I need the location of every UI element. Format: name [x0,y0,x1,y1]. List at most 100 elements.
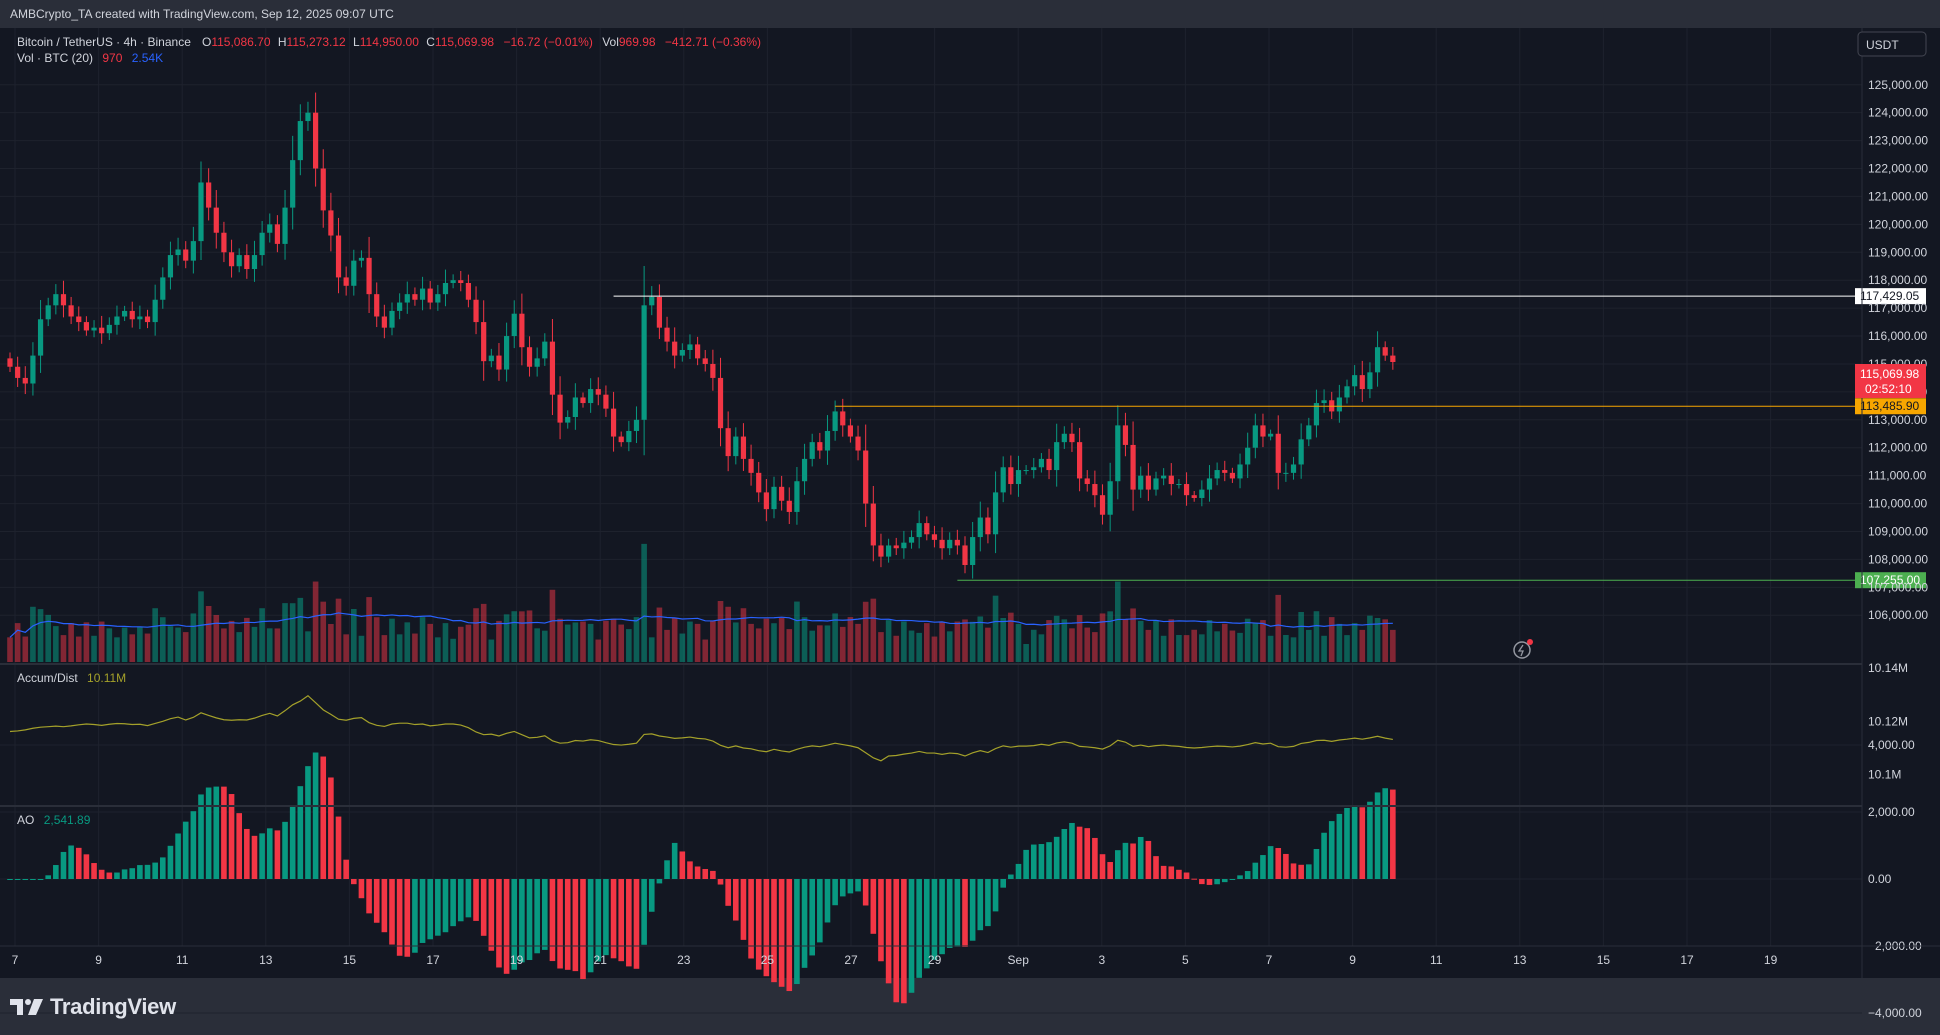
currency-button[interactable] [1857,31,1927,57]
tradingview-logo[interactable]: TradingView [10,993,176,1020]
ao-tick-label: 4,000.00 [1868,738,1915,752]
volume-bar [710,620,716,662]
candle-body [1214,470,1220,479]
candle-body [442,282,449,295]
candles [7,92,1396,579]
volume-bar [549,589,556,662]
ao-bar [175,833,181,879]
level-price-label: 117,429.05 [1860,289,1919,303]
candle-body [1176,484,1182,486]
candle-body [37,319,44,356]
candle-body [129,310,135,320]
candle-body [779,486,785,501]
volume-bar [862,601,869,662]
volume-bar [1237,632,1243,662]
volume-bar [91,635,97,662]
ao-bar [817,879,823,943]
ao-bar [1206,879,1213,885]
volume-bar [1153,620,1159,662]
candle-body [1199,489,1205,498]
candle-body [649,296,655,306]
candle-body [633,419,640,431]
candle-body [771,486,777,510]
candle-body [259,232,265,256]
ao-bar [1107,862,1113,879]
volume-bar [1092,632,1098,662]
volume-bar [328,624,334,662]
candle-body [610,408,617,437]
ao-bar [259,833,265,879]
volume-bar [908,630,915,662]
candle-body [236,255,242,267]
candle-body [855,436,861,451]
candle-body [175,249,181,256]
ao-bar [962,879,968,948]
time-tick-label: 5 [1182,953,1189,967]
candle-body [863,450,869,504]
volume-bar [7,637,13,662]
ao-bar [893,879,900,1003]
candle-body [1245,447,1251,465]
candle-body [809,442,815,459]
ao-bar [1145,840,1152,879]
candle-body [221,232,227,253]
ao-bar [1252,862,1259,879]
candle-body [1107,481,1113,515]
volume-bar [266,628,273,662]
volume-bar [603,620,609,662]
ao-bar [1199,879,1205,885]
candle-body [335,235,342,278]
volume-bar [885,620,892,662]
volume-bar [373,617,380,662]
ao-bar [985,879,991,927]
candle-body [488,355,494,362]
ao-bar [427,879,433,940]
legend-volume[interactable]: Vol · BTC (20) 970 2.54K [17,51,163,65]
horizontal-levels[interactable]: 117,429.05 113,485.90 107,255.00 [613,288,1926,589]
ao-bar [885,879,892,984]
candle-body [1268,433,1274,437]
ao-bar [450,879,456,927]
candle-body [886,545,892,557]
ao-bar [129,868,136,879]
time-tick-label: 9 [1349,953,1356,967]
candle-body [389,310,395,328]
legend-accum-dist[interactable]: Accum/Dist 10.11M [17,671,126,685]
ao-bar [1313,848,1320,879]
ao-bar [297,786,304,879]
ao-bar [1267,846,1274,879]
candle-body [1061,433,1067,443]
volume-bar [37,609,44,662]
candle-body [213,207,219,233]
candle-body [977,517,983,538]
legend-ao[interactable]: AO 2,541.89 [17,813,91,827]
candle-body [15,366,21,378]
ao-bar [366,879,372,914]
ao-bar [901,879,907,1004]
volume-bar [679,633,686,662]
legend-symbol[interactable]: Bitcoin / TetherUS · 4h · Binance [17,35,191,49]
price-tick-label: 110,000.00 [1868,497,1927,511]
ao-bar [664,860,670,879]
ao-bar [328,777,334,879]
candle-body [244,255,250,270]
candle-body [427,288,433,303]
volume-bar [641,543,647,662]
volume-bar [251,626,258,662]
ao-bar [419,879,426,943]
ao-bar [358,879,365,899]
candle-body [1168,475,1174,485]
candle-body [1031,467,1037,471]
volume-bar [748,623,754,662]
candle-body [1237,464,1243,479]
volume-bar [305,631,311,662]
ao-bar [442,879,449,933]
candle-body [328,210,334,236]
volume-bar [946,631,953,662]
ao-bar [748,879,754,959]
volume-bar [503,614,510,662]
volume-bar [1061,619,1068,662]
level-price-tag [1855,398,1926,415]
replay-icon[interactable] [1513,641,1531,659]
